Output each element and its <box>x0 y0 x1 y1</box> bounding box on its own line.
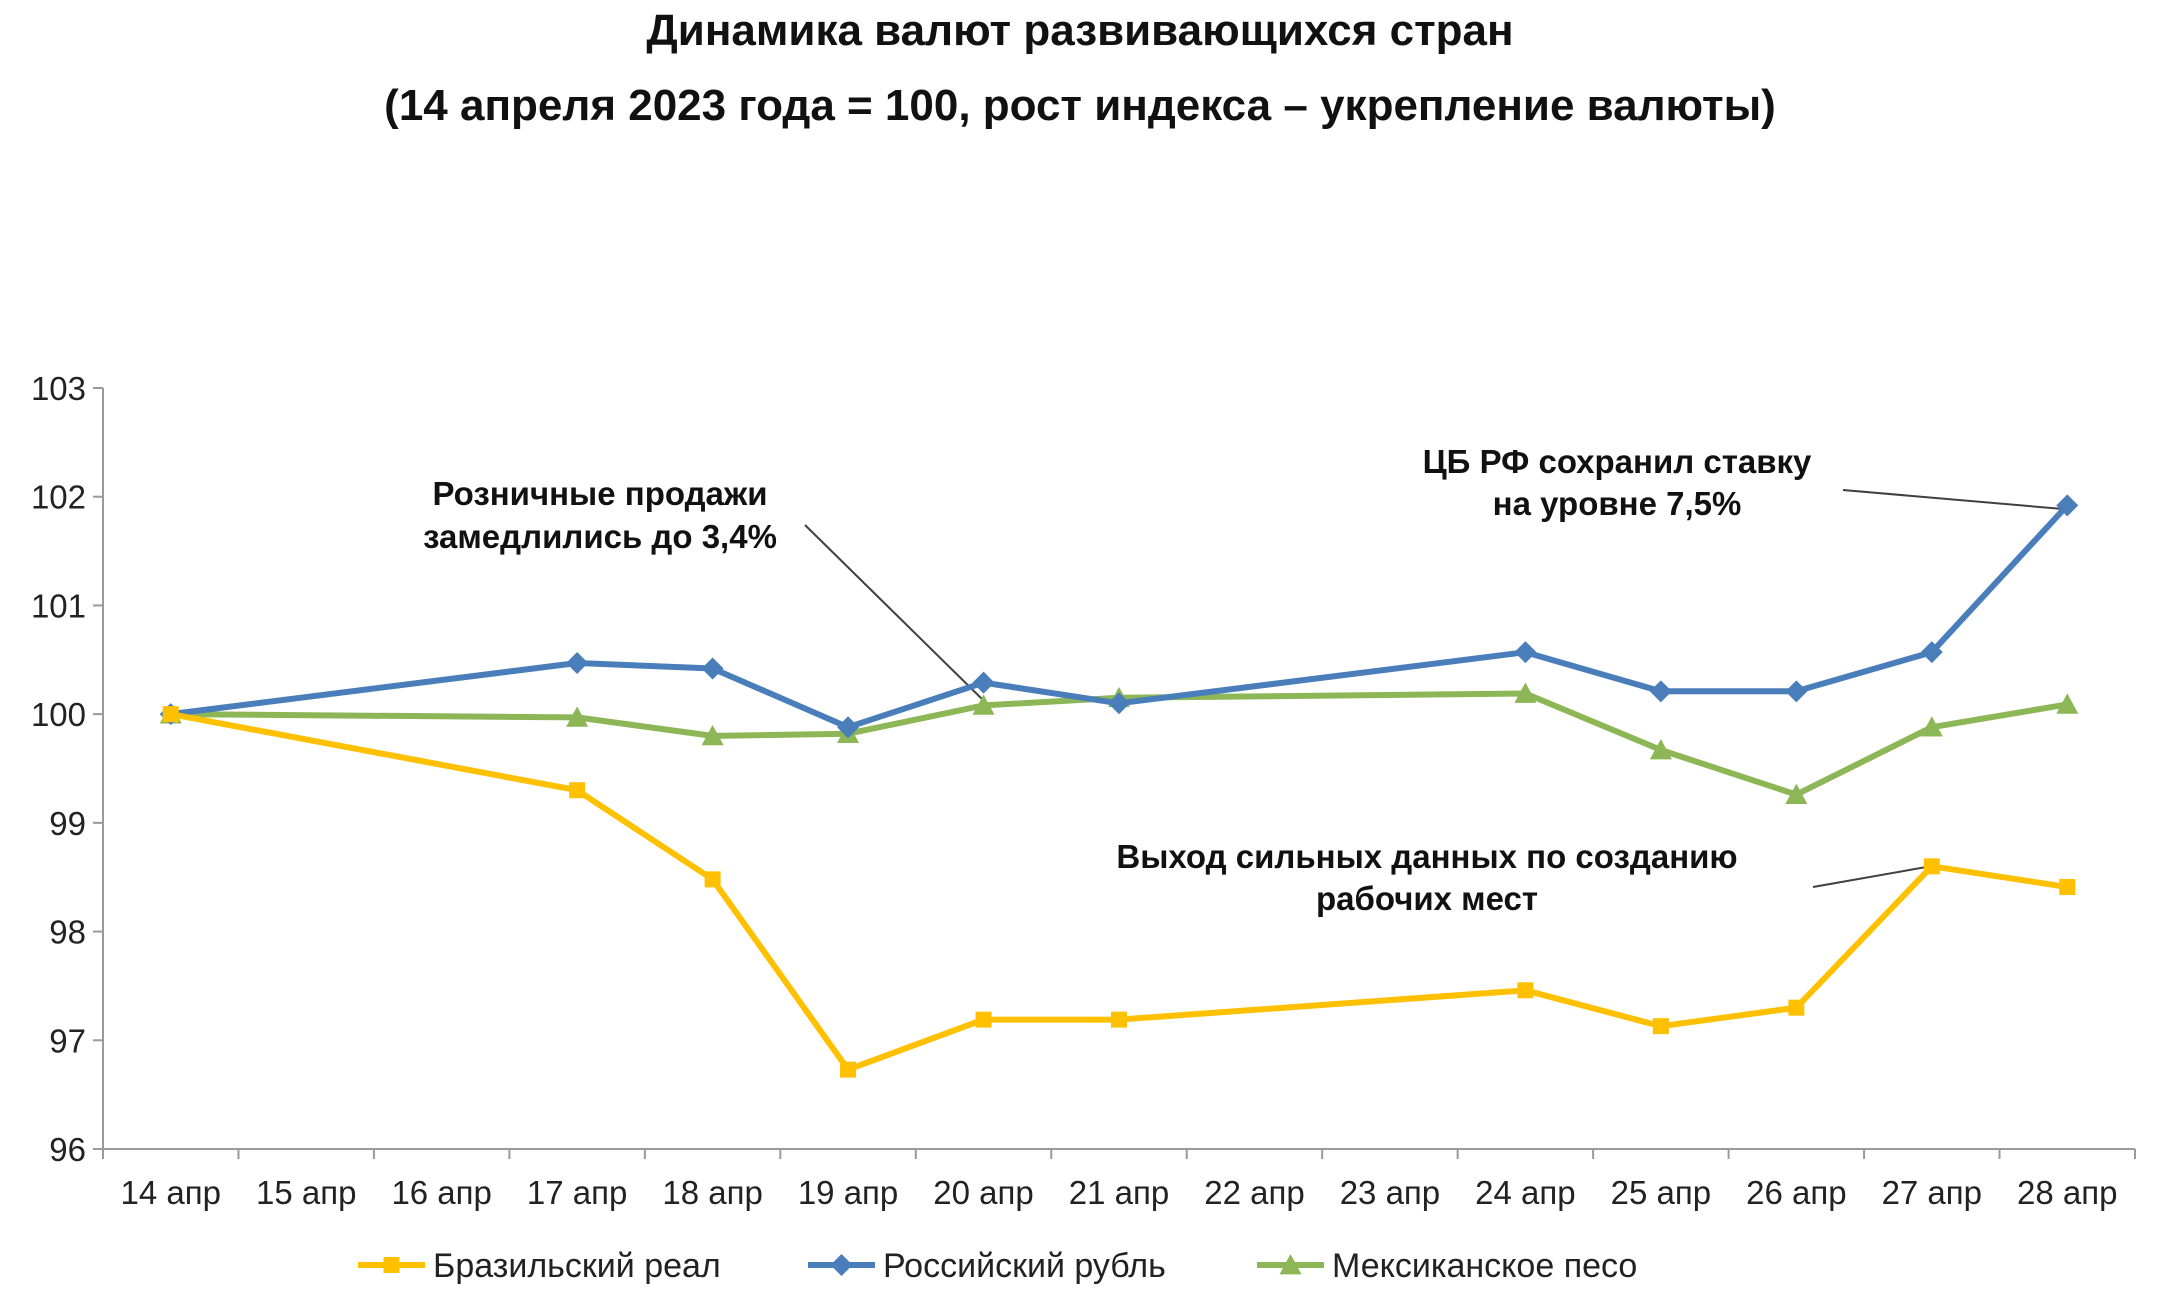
x-tick-label: 21 апр <box>1069 1174 1169 1211</box>
data-point <box>1920 716 1943 737</box>
y-tick-label: 99 <box>49 805 86 842</box>
data-point <box>975 1011 992 1028</box>
data-point <box>704 871 721 888</box>
annotation-leaders <box>804 489 2064 888</box>
data-point <box>840 1061 857 1078</box>
y-tick-label: 97 <box>49 1022 86 1059</box>
y-tick-label: 101 <box>31 587 86 624</box>
annotation-leader-line <box>1842 489 2064 510</box>
data-point <box>837 716 860 739</box>
data-point <box>972 671 995 694</box>
x-tick-label: 15 апр <box>256 1174 356 1211</box>
annotation-text: Розничные продажи <box>432 475 767 512</box>
legend-label: Бразильский реал <box>433 1247 721 1285</box>
data-point <box>566 652 589 675</box>
data-point <box>701 657 724 680</box>
annotation-text: ЦБ РФ сохранил ставку <box>1423 443 1812 480</box>
series-layer <box>159 494 2079 1078</box>
data-point <box>2056 494 2079 517</box>
y-tick-label: 96 <box>49 1131 86 1168</box>
data-point <box>1920 641 1943 664</box>
data-point <box>1108 692 1130 715</box>
y-tick-label: 103 <box>31 370 86 407</box>
x-tick-label: 28 апр <box>2017 1174 2117 1211</box>
legend-swatch-marker <box>1279 1254 1302 1275</box>
legend-label: Российский рубль <box>883 1247 1166 1285</box>
annotation-text: Выход сильных данных по созданию <box>1116 838 1737 875</box>
legend-item-1: Российский рубль <box>808 1247 1166 1285</box>
legend: Бразильский реал Российский рубль Мексикан… <box>358 1247 1637 1285</box>
data-point <box>1785 783 1808 804</box>
x-tick-label: 14 апр <box>121 1174 221 1211</box>
data-point <box>1514 641 1537 664</box>
x-tick-label: 20 апр <box>933 1174 1033 1211</box>
x-tick-label: 16 апр <box>391 1174 491 1211</box>
legend-item-0: Бразильский реал <box>358 1247 721 1285</box>
legend-swatch-marker <box>383 1257 400 1273</box>
data-point <box>569 782 586 799</box>
x-tick-label: 18 апр <box>662 1174 762 1211</box>
x-tick-label: 27 апр <box>1882 1174 1982 1211</box>
data-point <box>1514 682 1537 703</box>
data-point <box>972 694 995 715</box>
x-tick-label: 23 апр <box>1340 1174 1440 1211</box>
y-tick-label: 100 <box>31 696 86 733</box>
data-point <box>1652 1018 1669 1035</box>
chart-title: Динамика валют развивающихся стран <box>646 6 1513 55</box>
x-tick-label: 17 апр <box>527 1174 627 1211</box>
axes: 96 97 98 99 100 101 102 103 14 апр 15 апр 16 апр 17… <box>31 370 2136 1211</box>
data-point <box>701 724 724 746</box>
legend-label: Мексиканское песо <box>1332 1247 1637 1285</box>
data-point <box>566 706 589 727</box>
data-point <box>1649 739 1672 760</box>
data-point <box>1517 982 1534 999</box>
annotations: Розничные продажи замедлились до 3,4% ЦБ Р… <box>423 443 1812 917</box>
y-tick-label: 98 <box>49 914 86 951</box>
data-point <box>162 706 179 723</box>
x-tick-label: 24 апр <box>1475 1174 1575 1211</box>
data-point <box>2056 693 2079 714</box>
annotation-leader-line <box>804 524 984 701</box>
x-tick-label: 26 апр <box>1746 1174 1846 1211</box>
annotation-text: рабочих мест <box>1316 880 1538 917</box>
legend-swatch-marker <box>830 1254 853 1276</box>
data-point <box>1923 858 1940 875</box>
chart-subtitle: (14 апреля 2023 года = 100, рост индекса… <box>384 81 1776 130</box>
y-tick-label: 102 <box>31 479 86 516</box>
x-tick-label: 22 апр <box>1204 1174 1304 1211</box>
data-point <box>1649 680 1672 703</box>
data-point <box>2059 878 2076 895</box>
annotation-text: замедлились до 3,4% <box>423 518 777 555</box>
annotation-leader-line <box>1812 865 1933 888</box>
legend-item-2: Мексиканское песо <box>1257 1247 1637 1285</box>
data-point <box>1788 999 1805 1016</box>
x-tick-label: 25 апр <box>1611 1174 1711 1211</box>
x-tick-label: 19 апр <box>798 1174 898 1211</box>
data-point <box>1111 1011 1127 1028</box>
annotation-text: на уровне 7,5% <box>1493 485 1742 522</box>
data-point <box>1785 680 1808 703</box>
series-0 <box>162 706 2076 1078</box>
